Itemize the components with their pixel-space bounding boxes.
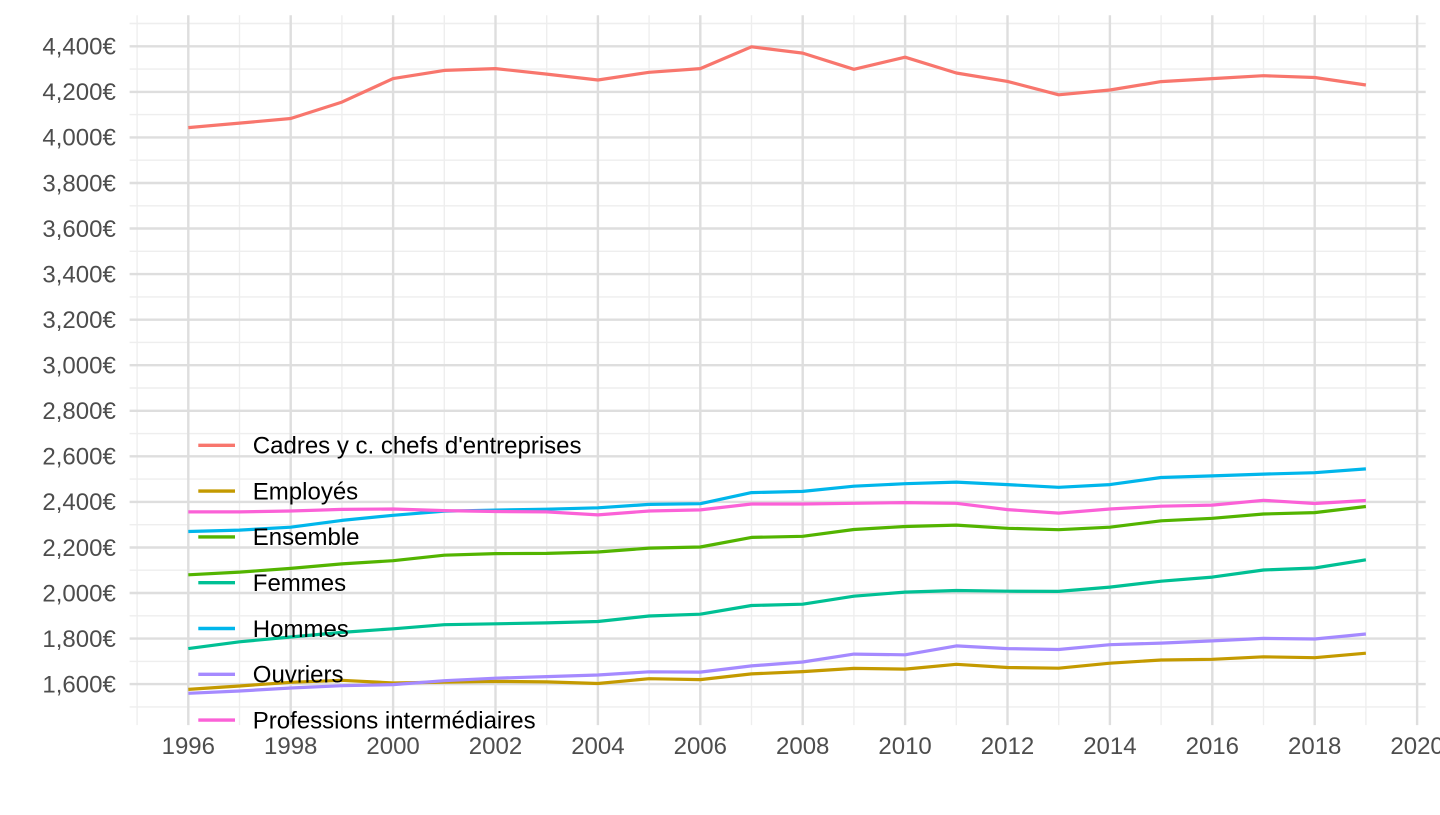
svg-text:2002: 2002 <box>469 733 522 760</box>
svg-text:2,600€: 2,600€ <box>42 444 116 471</box>
svg-text:2004: 2004 <box>571 733 624 760</box>
svg-text:Hommes: Hommes <box>253 616 349 643</box>
svg-text:Employés: Employés <box>253 478 358 505</box>
svg-text:1,600€: 1,600€ <box>42 671 116 698</box>
svg-text:3,400€: 3,400€ <box>42 261 116 288</box>
svg-text:2018: 2018 <box>1288 733 1341 760</box>
svg-text:2014: 2014 <box>1083 733 1136 760</box>
svg-text:4,000€: 4,000€ <box>42 125 116 152</box>
svg-text:4,200€: 4,200€ <box>42 79 116 106</box>
svg-text:2,800€: 2,800€ <box>42 398 116 425</box>
svg-text:1996: 1996 <box>162 733 215 760</box>
svg-text:2016: 2016 <box>1186 733 1239 760</box>
svg-text:2000: 2000 <box>366 733 419 760</box>
svg-text:Professions intermédiaires: Professions intermédiaires <box>253 707 536 734</box>
svg-text:2,000€: 2,000€ <box>42 580 116 607</box>
svg-text:Ouvriers: Ouvriers <box>253 662 344 689</box>
svg-text:1,800€: 1,800€ <box>42 626 116 653</box>
svg-text:3,600€: 3,600€ <box>42 216 116 243</box>
svg-text:2006: 2006 <box>674 733 727 760</box>
svg-text:3,800€: 3,800€ <box>42 170 116 197</box>
svg-text:4,400€: 4,400€ <box>42 34 116 61</box>
svg-text:2020: 2020 <box>1390 733 1440 760</box>
svg-text:2,200€: 2,200€ <box>42 535 116 562</box>
svg-text:Cadres y c. chefs d'entreprise: Cadres y c. chefs d'entreprises <box>253 433 582 460</box>
svg-text:2012: 2012 <box>981 733 1034 760</box>
svg-text:1998: 1998 <box>264 733 317 760</box>
svg-text:2,400€: 2,400€ <box>42 489 116 516</box>
svg-text:2010: 2010 <box>878 733 931 760</box>
svg-text:Femmes: Femmes <box>253 570 346 597</box>
svg-text:2008: 2008 <box>776 733 829 760</box>
svg-text:Ensemble: Ensemble <box>253 524 360 551</box>
svg-text:3,200€: 3,200€ <box>42 307 116 334</box>
svg-text:3,000€: 3,000€ <box>42 353 116 380</box>
